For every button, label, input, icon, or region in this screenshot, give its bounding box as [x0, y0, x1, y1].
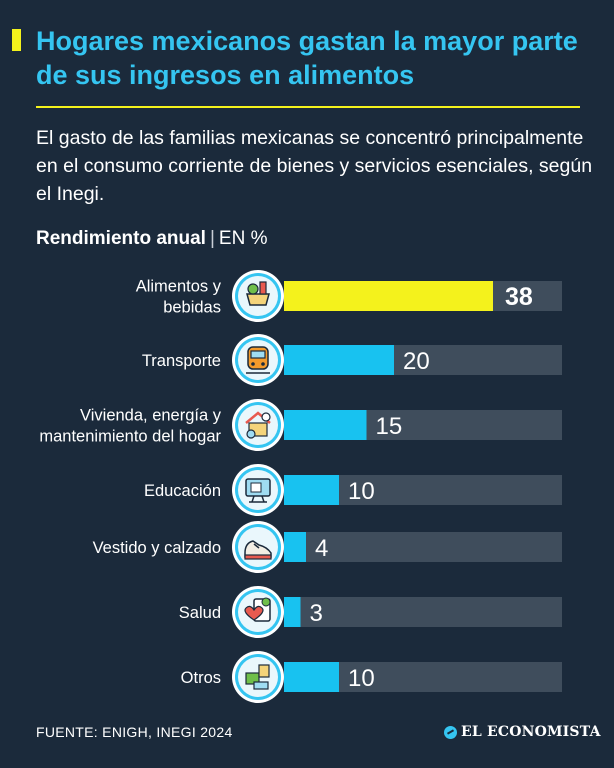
category-label: Otros [181, 669, 221, 687]
value-label: 10 [348, 478, 375, 505]
category-label: Vestido y calzado [93, 539, 221, 557]
food-basket-icon [232, 270, 284, 322]
misc-items-icon [232, 651, 284, 703]
value-label: 4 [315, 535, 328, 562]
source-note: FUENTE: ENIGH, INEGI 2024 [36, 724, 233, 740]
brand-mark-icon [444, 725, 457, 739]
category-label: Alimentos y bebidas [136, 278, 222, 317]
title-accent-mark [12, 29, 21, 51]
category-label: Educación [144, 482, 221, 500]
page-title: Hogares mexicanos gastan la mayor parte … [36, 26, 578, 90]
bar [284, 281, 493, 311]
measure-unit: EN % [218, 228, 268, 249]
bar [284, 662, 339, 692]
bar-track [284, 597, 562, 627]
computer-education-icon [232, 464, 284, 516]
measure-name: Rendimiento anual [36, 228, 206, 249]
value-label: 20 [403, 348, 430, 375]
value-label: 15 [376, 413, 403, 440]
bar [284, 410, 367, 440]
train-icon [232, 334, 284, 386]
sneaker-icon [232, 521, 284, 573]
measure-label: Rendimiento anual | EN % [36, 228, 267, 250]
bar [284, 475, 339, 505]
category-label: Salud [179, 604, 221, 622]
title-divider [36, 106, 580, 108]
health-clipboard-icon [232, 586, 284, 638]
brand-name: EL ECONOMISTA [461, 724, 601, 740]
value-label: 38 [505, 283, 533, 311]
category-label: Vivienda, energía y mantenimiento del hog… [39, 407, 221, 446]
house-tools-icon [232, 399, 284, 451]
brand-logo: EL ECONOMISTA [444, 724, 601, 740]
measure-separator: | [209, 228, 215, 249]
value-label: 10 [348, 665, 375, 692]
bar-track [284, 532, 562, 562]
bar [284, 597, 301, 627]
page-subtitle: El gasto de las familias mexicanas se co… [36, 127, 593, 205]
value-label: 3 [310, 600, 323, 627]
bar [284, 532, 306, 562]
bar [284, 345, 394, 375]
category-label: Transporte [142, 352, 221, 370]
